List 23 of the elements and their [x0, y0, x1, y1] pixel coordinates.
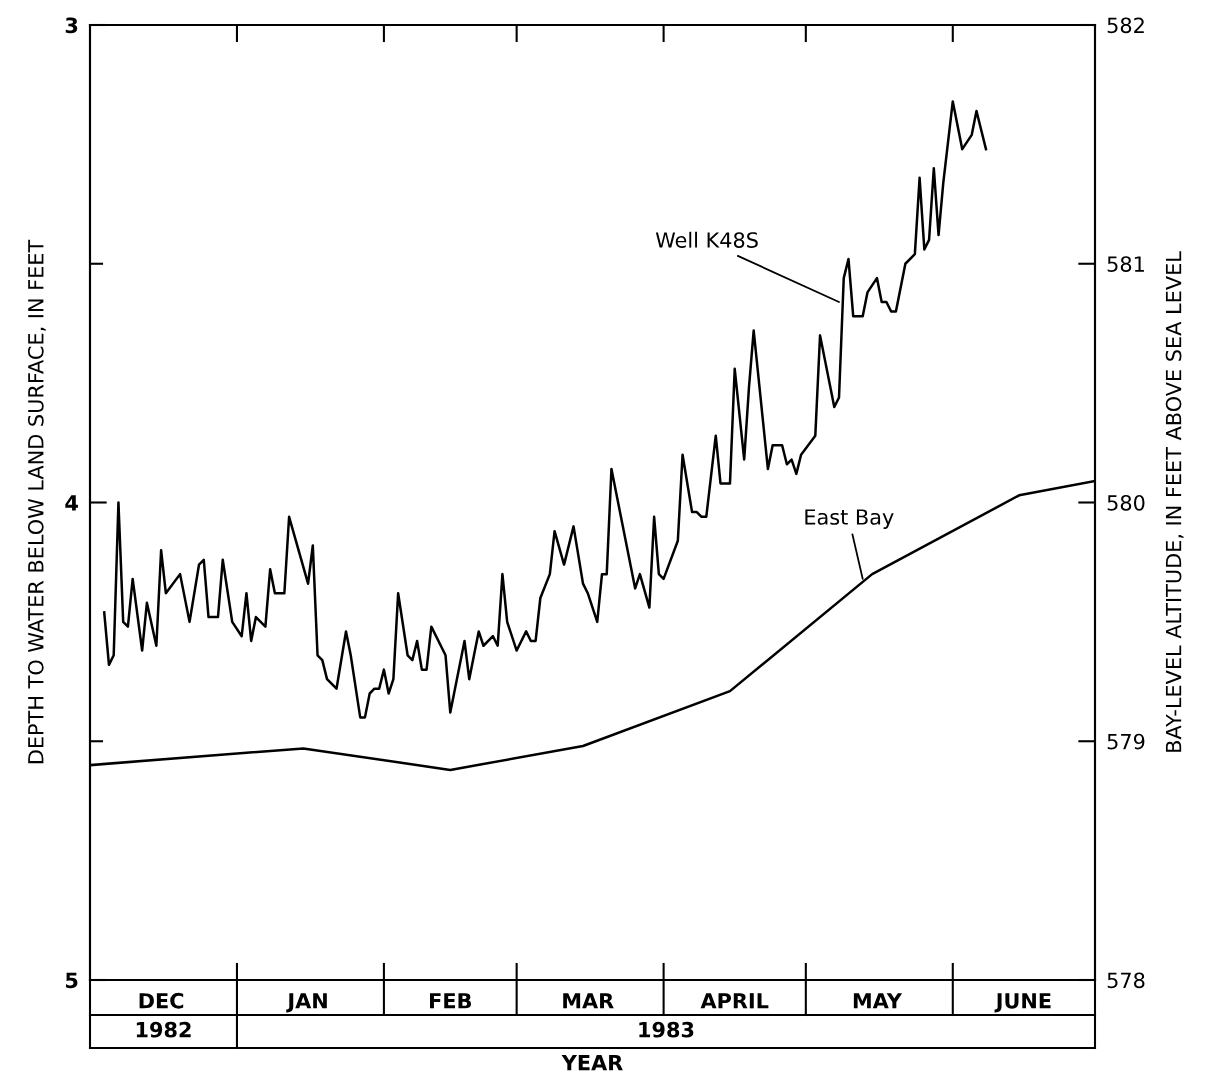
x-tick-label: DEC — [139, 992, 184, 1009]
annotation: Well K48S — [655, 231, 758, 248]
y2-tick-label: 580 — [1107, 494, 1145, 511]
x-tick-label: FEB — [430, 993, 471, 1009]
x-tick-label: JAN — [286, 993, 327, 1013]
x-axis-title: YEAR — [561, 1054, 623, 1071]
y2-tick-label: 579 — [1107, 733, 1145, 750]
y-tick-label: 3 — [65, 17, 78, 34]
y2-axis-title: BAY-LEVEL ALTITUDE, IN FEET ABOVE SEA LEVEL — [1165, 251, 1184, 752]
line-series — [102, 100, 988, 719]
x-tick-label: JUNE — [994, 993, 1051, 1013]
y2-tick-label: 581 — [1107, 256, 1144, 272]
x-tick-label: APRIL — [700, 993, 769, 1009]
text: 1982 — [136, 1021, 191, 1038]
y2-tick-label: 578 — [1107, 972, 1145, 989]
annotation: East Bay — [805, 509, 894, 529]
x-tick-label: MAR — [563, 993, 614, 1009]
text: 1983 — [639, 1021, 694, 1038]
x-tick-label: MAY — [853, 993, 903, 1009]
y2-tick-label: 582 — [1107, 17, 1144, 34]
y-tick-label: 5 — [66, 972, 78, 989]
y-axis-title: DEPTH TO WATER BELOW LAND SURFACE, IN FEET — [27, 239, 46, 764]
y-tick-label: 4 — [65, 495, 78, 511]
